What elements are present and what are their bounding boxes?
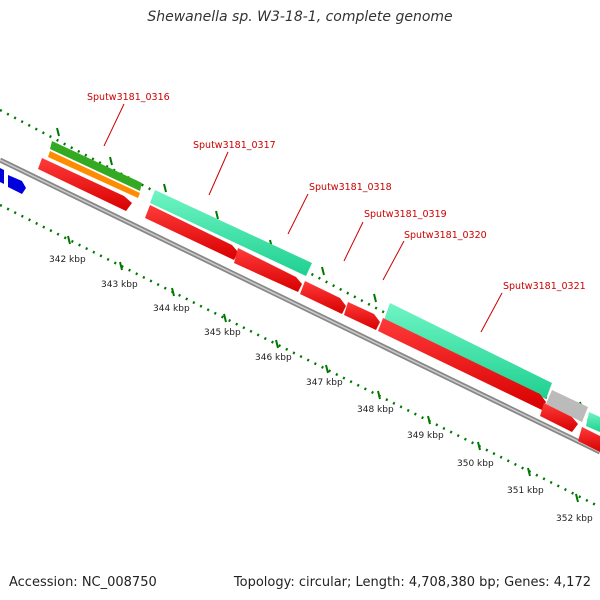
cyan-gene-bars bbox=[150, 190, 600, 432]
kbp-ruler: 342 kbp 343 kbp 344 kbp 345 kbp 346 kbp … bbox=[0, 203, 600, 524]
gene-label-0319: Sputw3181_0319 bbox=[364, 209, 447, 220]
kbp-tick-350: 350 kbp bbox=[457, 459, 494, 469]
gene-label-0320: Sputw3181_0320 bbox=[404, 230, 487, 241]
kbp-tick-343: 343 kbp bbox=[101, 280, 138, 290]
kbp-tick-351: 351 kbp bbox=[507, 486, 544, 496]
gray-feature bbox=[546, 390, 588, 422]
kbp-tick-344: 344 kbp bbox=[153, 304, 190, 314]
blue-features bbox=[0, 168, 26, 194]
kbp-tick-349: 349 kbp bbox=[407, 431, 444, 441]
map-title: Shewanella sp. W3-18-1, complete genome bbox=[147, 9, 453, 25]
kbp-tick-342: 342 kbp bbox=[49, 255, 86, 265]
gene-label-callouts bbox=[103, 103, 503, 333]
genome-backbone bbox=[0, 157, 600, 455]
red-cds-arrows bbox=[145, 205, 600, 452]
kbp-tick-348: 348 kbp bbox=[357, 405, 394, 415]
accession-text: Accession: NC_008750 bbox=[9, 575, 157, 590]
gene-label-0321: Sputw3181_0321 bbox=[503, 281, 586, 292]
kbp-tick-352: 352 kbp bbox=[556, 514, 593, 524]
gene-label-0317: Sputw3181_0317 bbox=[193, 140, 276, 151]
genome-summary-text: Topology: circular; Length: 4,708,380 bp… bbox=[233, 575, 591, 590]
gene-label-0316: Sputw3181_0316 bbox=[87, 92, 170, 103]
gene-label-0318: Sputw3181_0318 bbox=[309, 182, 392, 193]
gene-0316-tracks bbox=[38, 141, 142, 211]
kbp-tick-346: 346 kbp bbox=[255, 353, 292, 363]
kbp-tick-347: 347 kbp bbox=[306, 378, 343, 388]
kbp-tick-345: 345 kbp bbox=[204, 328, 241, 338]
